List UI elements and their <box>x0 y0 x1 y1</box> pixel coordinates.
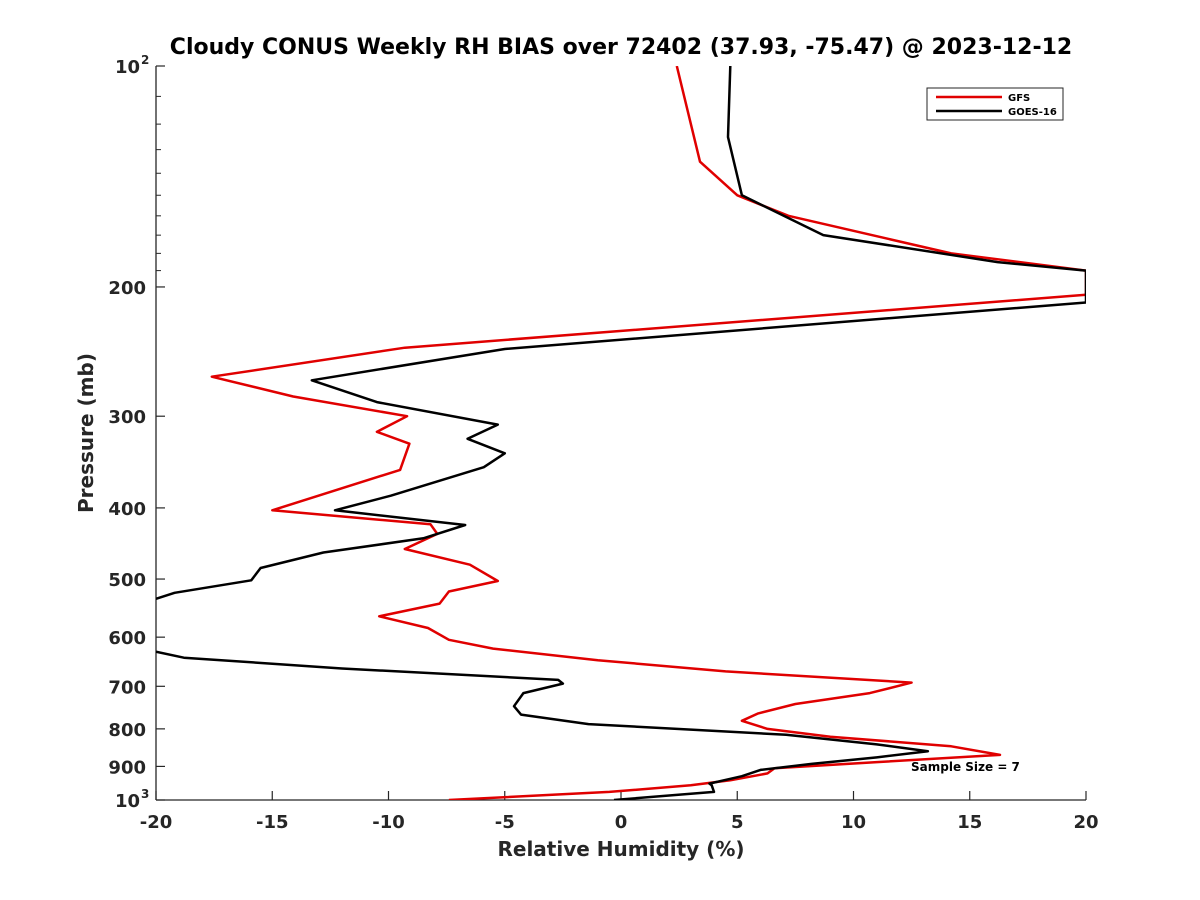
y-tick-label: 10 <box>115 57 140 78</box>
x-tick-label: 20 <box>1073 812 1098 833</box>
sample-size-annotation: Sample Size = 7 <box>911 760 1020 774</box>
legend-label: GFS <box>1008 93 1030 104</box>
legend-label: GOES-16 <box>1008 107 1057 118</box>
y-tick-label: 900 <box>108 757 146 778</box>
legend-box <box>926 87 1064 121</box>
y-tick-label: 400 <box>108 499 146 520</box>
y-tick-label: 500 <box>108 570 146 591</box>
x-tick-label: 15 <box>957 812 982 833</box>
y-tick-label: 200 <box>108 278 146 299</box>
x-axis-label: Relative Humidity (%) <box>497 837 744 861</box>
legend: GFS GOES-16 <box>926 87 1064 121</box>
series-line-goes-16 <box>156 650 930 800</box>
x-tick-label: 10 <box>841 812 866 833</box>
y-tick-exponent: 3 <box>141 787 149 801</box>
series-line-goes-16 <box>156 66 1086 600</box>
y-tick-label: 700 <box>108 677 146 698</box>
x-tick-label: -10 <box>372 812 405 833</box>
series-line-gfs <box>210 66 1086 800</box>
x-tick-label: -15 <box>256 812 289 833</box>
y-tick-label: 600 <box>108 628 146 649</box>
y-tick-label: 300 <box>108 407 146 428</box>
chart-title: Cloudy CONUS Weekly RH BIAS over 72402 (… <box>170 35 1072 60</box>
y-tick-label: 800 <box>108 720 146 741</box>
y-axis-label: Pressure (mb) <box>74 353 98 513</box>
x-tick-label: -5 <box>495 812 515 833</box>
x-tick-label: 0 <box>615 812 628 833</box>
y-tick-exponent: 2 <box>141 53 149 67</box>
x-tick-label: -20 <box>140 812 173 833</box>
series-group <box>156 66 1086 800</box>
x-tick-label: 5 <box>731 812 744 833</box>
y-tick-label: 10 <box>115 791 140 812</box>
